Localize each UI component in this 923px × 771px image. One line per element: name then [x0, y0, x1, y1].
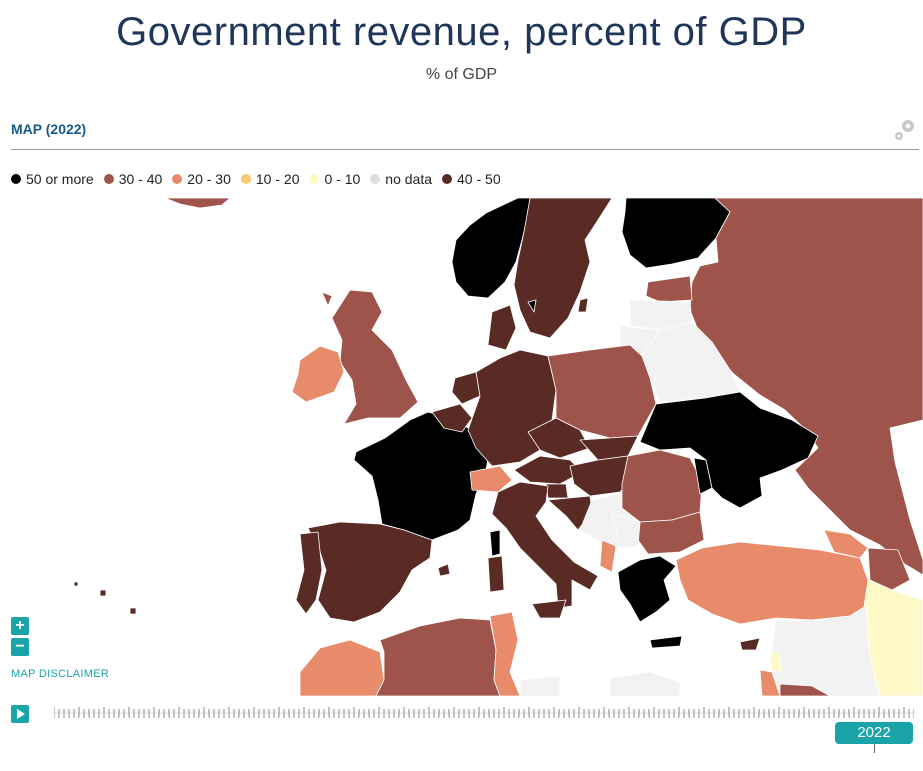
- region-algeria[interactable]: [375, 617, 501, 696]
- region-sicily[interactable]: [531, 599, 567, 619]
- map-disclaimer-link[interactable]: MAP DISCLAIMER: [11, 668, 110, 680]
- legend: 50 or more 30 - 40 20 - 30 10 - 20 0 - 1…: [11, 171, 511, 187]
- year-pin: [874, 744, 875, 753]
- region-slovakia[interactable]: [579, 435, 639, 461]
- legend-swatch: [172, 174, 183, 184]
- region-netherlands[interactable]: [451, 371, 481, 405]
- europe-map[interactable]: [0, 198, 923, 696]
- region-finland[interactable]: [621, 198, 731, 269]
- region-crete[interactable]: [649, 635, 683, 649]
- region-greece[interactable]: [617, 555, 677, 623]
- region-morocco[interactable]: [299, 639, 385, 696]
- page-subtitle: % of GDP: [425, 66, 498, 83]
- region-cyprus[interactable]: [739, 637, 761, 651]
- region-islands[interactable]: [321, 291, 333, 307]
- region-ireland[interactable]: [291, 345, 345, 403]
- year-badge[interactable]: 2022: [835, 722, 913, 744]
- play-icon[interactable]: [11, 705, 29, 723]
- legend-item-30-40[interactable]: 30 - 40: [103, 171, 163, 187]
- timeline-slider[interactable]: [54, 706, 914, 720]
- legend-item-20-30[interactable]: 20 - 30: [172, 171, 231, 187]
- legend-item-no-data[interactable]: no data: [370, 171, 432, 187]
- region-france[interactable]: [353, 411, 491, 541]
- region-greenland[interactable]: [164, 198, 231, 209]
- region-sardinia[interactable]: [487, 555, 505, 593]
- page-title: Government revenue, percent of GDP: [116, 10, 807, 54]
- region-albania[interactable]: [599, 539, 617, 573]
- region-spain[interactable]: [307, 521, 433, 623]
- map-svg[interactable]: [0, 198, 923, 696]
- region-serbia[interactable]: [611, 513, 641, 549]
- region-madeira[interactable]: [129, 607, 137, 615]
- legend-label: 10 - 20: [255, 171, 300, 187]
- region-ukraine[interactable]: [639, 391, 819, 509]
- region-portugal[interactable]: [295, 531, 323, 615]
- region-uk[interactable]: [331, 289, 419, 425]
- region-corsica[interactable]: [489, 529, 501, 557]
- region-sweden[interactable]: [513, 198, 613, 339]
- legend-swatch: [240, 174, 251, 184]
- region-azores[interactable]: [73, 581, 79, 587]
- region-azerbaijan[interactable]: [867, 547, 911, 591]
- legend-swatch: [309, 174, 320, 184]
- legend-label: no data: [385, 171, 433, 187]
- region-lebanon[interactable]: [769, 649, 783, 673]
- region-estonia[interactable]: [645, 275, 693, 303]
- region-turkey[interactable]: [675, 541, 869, 625]
- region-tunisia[interactable]: [489, 611, 521, 696]
- legend-label: 50 or more: [26, 171, 94, 187]
- section-divider: [11, 149, 919, 150]
- legend-item-50-or-more[interactable]: 50 or more: [11, 171, 94, 187]
- region-libya[interactable]: [519, 675, 561, 696]
- region-norway[interactable]: [451, 198, 531, 299]
- legend-swatch: [442, 174, 453, 184]
- legend-item-10-20[interactable]: 10 - 20: [240, 171, 300, 187]
- legend-item-40-50[interactable]: 40 - 50: [442, 171, 501, 187]
- region-egypt-corner[interactable]: [779, 683, 831, 696]
- legend-label: 40 - 50: [457, 171, 501, 187]
- region-italy[interactable]: [491, 481, 599, 609]
- region-levant[interactable]: [759, 669, 781, 696]
- region-balearic[interactable]: [437, 563, 451, 577]
- zoom-out-button[interactable]: −: [11, 638, 29, 656]
- region-poland[interactable]: [547, 344, 657, 439]
- region-romania[interactable]: [621, 449, 703, 523]
- legend-item-0-10[interactable]: 0 - 10: [309, 171, 360, 187]
- region-canary[interactable]: [99, 589, 107, 597]
- region-gotland[interactable]: [577, 297, 589, 313]
- legend-label: 30 - 40: [118, 171, 163, 187]
- gear-icon[interactable]: [890, 115, 920, 145]
- region-baltic-island[interactable]: [527, 299, 537, 313]
- legend-swatch: [103, 174, 114, 184]
- region-middle-east[interactable]: [769, 605, 881, 696]
- legend-label: 0 - 10: [324, 171, 361, 187]
- legend-swatch: [370, 174, 381, 184]
- region-libya-east[interactable]: [609, 671, 681, 696]
- zoom-in-button[interactable]: +: [11, 617, 29, 635]
- region-georgia[interactable]: [823, 529, 869, 559]
- region-denmark[interactable]: [487, 304, 517, 351]
- region-switzerland[interactable]: [469, 465, 513, 493]
- legend-label: 20 - 30: [187, 171, 231, 187]
- legend-swatch: [11, 174, 21, 184]
- region-bulgaria[interactable]: [637, 511, 705, 555]
- map-section-title: MAP (2022): [11, 121, 87, 137]
- region-slovenia[interactable]: [545, 483, 569, 499]
- region-belgium[interactable]: [431, 403, 473, 433]
